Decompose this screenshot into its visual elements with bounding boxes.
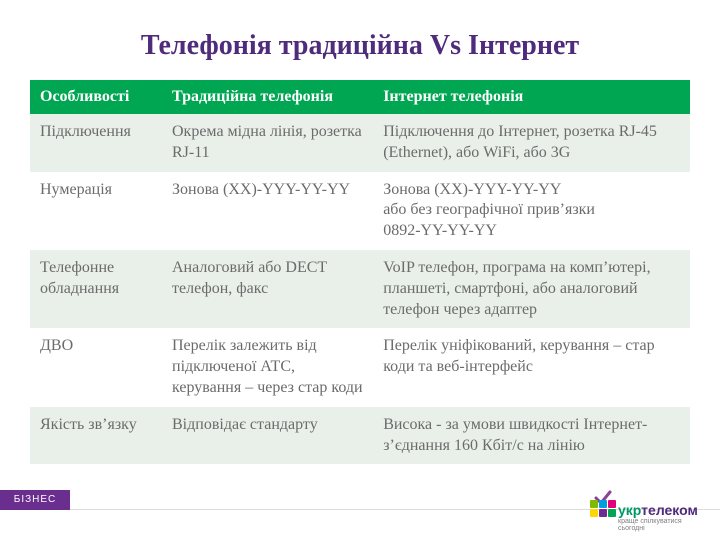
table-cell: ДВО — [30, 328, 162, 406]
table-row: Якість зв’язкуВідповідає стандартуВисока… — [30, 407, 690, 465]
table-header-cell: Інтернет телефонія — [373, 80, 690, 114]
table-cell: Підключення — [30, 114, 162, 172]
table-row: Телефонне обладнанняАналоговий або DECT … — [30, 250, 690, 328]
table-cell: Перелік уніфікований, керування – стар к… — [373, 328, 690, 406]
logo-square — [608, 509, 616, 517]
table-cell: Зонова (XX)-YYY-YY-YY — [162, 172, 373, 250]
logo-square — [608, 500, 616, 508]
footer: БІЗНЕС укртелеком краще спілкуватися сьо… — [0, 490, 720, 540]
logo-square — [590, 500, 598, 508]
logo-text-rest: телеком — [641, 502, 698, 518]
logo-text-accent: укр — [618, 502, 641, 518]
table-head: ОсобливостіТрадиційна телефоніяІнтернет … — [30, 80, 690, 114]
logo-text: укртелеком — [618, 502, 700, 518]
table-cell: Підключення до Інтернет, розетка RJ-45 (… — [373, 114, 690, 172]
table-row: ДВОПерелік залежить від підключеної АТС,… — [30, 328, 690, 406]
table-row: ПідключенняОкрема мідна лінія, розетка R… — [30, 114, 690, 172]
comparison-table: ОсобливостіТрадиційна телефоніяІнтернет … — [30, 80, 690, 464]
table-cell: Перелік залежить від підключеної АТС, ке… — [162, 328, 373, 406]
table-cell: VoIP телефон, програма на комп’ютері, пл… — [373, 250, 690, 328]
footer-badge: БІЗНЕС — [0, 490, 70, 510]
slide-title: Телефонія традиційна Vs Інтернет — [30, 30, 690, 62]
brand-logo: укртелеком краще спілкуватися сьогодні — [580, 496, 700, 536]
table-body: ПідключенняОкрема мідна лінія, розетка R… — [30, 114, 690, 464]
logo-tagline: краще спілкуватися сьогодні — [618, 518, 700, 532]
table-header-cell: Особливості — [30, 80, 162, 114]
table-cell: Нумерація — [30, 172, 162, 250]
logo-square — [599, 509, 607, 517]
logo-squares-icon — [590, 500, 616, 517]
table-header-cell: Традиційна телефонія — [162, 80, 373, 114]
table-cell: Телефонне обладнання — [30, 250, 162, 328]
table-cell: Відповідає стандарту — [162, 407, 373, 465]
table-cell: Окрема мідна лінія, розетка RJ-11 — [162, 114, 373, 172]
table-cell: Висока - за умови швидкості Інтернет-з’є… — [373, 407, 690, 465]
slide: Телефонія традиційна Vs Інтернет Особлив… — [0, 0, 720, 540]
logo-square — [590, 509, 598, 517]
logo-square — [599, 500, 607, 508]
table-cell: Зонова (XX)-YYY-YY-YYабо без географічно… — [373, 172, 690, 250]
table-cell: Аналоговий або DECT телефон, факс — [162, 250, 373, 328]
table-row: НумераціяЗонова (XX)-YYY-YY-YYЗонова (XX… — [30, 172, 690, 250]
table-cell: Якість зв’язку — [30, 407, 162, 465]
